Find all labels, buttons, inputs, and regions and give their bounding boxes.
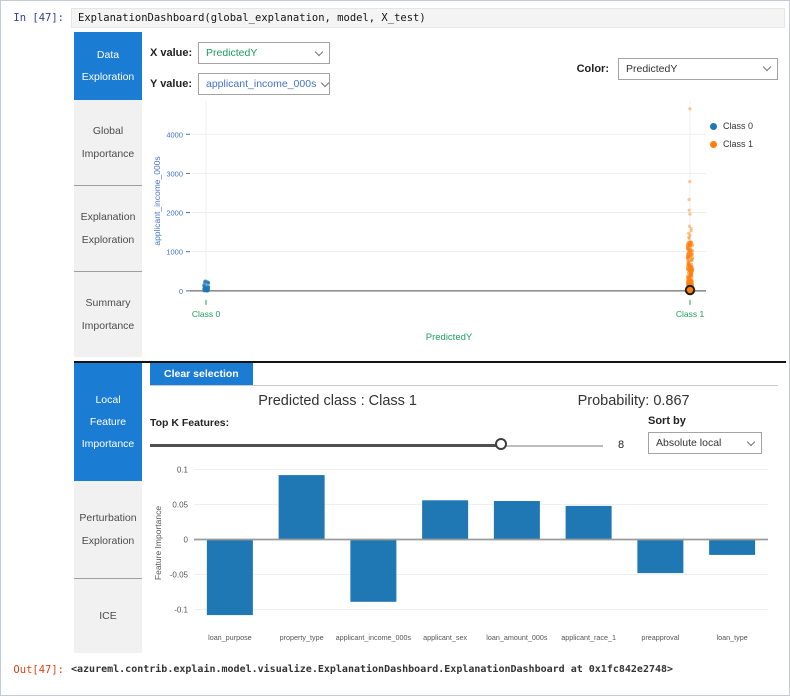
topk-label: Top K Features:	[150, 417, 230, 429]
selected-point[interactable]	[684, 284, 696, 296]
svg-text:0: 0	[184, 535, 189, 544]
slider-track-rest	[503, 444, 603, 447]
svg-text:-0.05: -0.05	[170, 570, 189, 579]
bar-loan-purpose	[206, 539, 253, 616]
topk-value: 8	[618, 439, 625, 451]
svg-text:loan_purpose: loan_purpose	[208, 633, 252, 642]
legend-label: Class 0	[723, 121, 754, 131]
scatter-x-axis-label: PredictedY	[426, 332, 473, 343]
svg-text:loan_amount_000s: loan_amount_000s	[486, 633, 548, 642]
code-input[interactable]: ExplanationDashboard(global_explanation,…	[71, 8, 785, 28]
svg-text:2000: 2000	[166, 209, 183, 218]
sortby-control: Sort by Absolute local	[648, 415, 778, 454]
input-prompt: In [47]:	[13, 12, 64, 24]
predicted-class-text: Predicted class : Class 1	[258, 393, 417, 409]
color-dropdown[interactable]: PredictedY	[618, 57, 778, 80]
x-value-selected: PredictedY	[206, 47, 258, 59]
output-text: <azureml.contrib.explain.model.visualize…	[71, 664, 674, 675]
tab-data-exploration[interactable]: Data Exploration	[74, 32, 142, 100]
code-text: ExplanationDashboard(global_explanation,…	[78, 12, 426, 24]
sortby-selected: Absolute local	[656, 437, 722, 449]
tab-local-feature-importance[interactable]: Local Feature Importance	[74, 363, 142, 482]
selection-tabbar: Clear selection	[150, 363, 778, 386]
lower-content: Clear selection Predicted class : Class …	[142, 363, 786, 653]
legend-item-class-1[interactable]: Class 1	[710, 139, 776, 149]
svg-text:property_type: property_type	[280, 633, 324, 642]
explanation-dashboard: Data Exploration Global Importance Explana…	[74, 32, 786, 653]
bar-preapproval	[637, 539, 684, 574]
svg-text:0.1: 0.1	[177, 465, 189, 474]
scatter-legend: Class 0 Class 1	[710, 97, 776, 357]
chevron-down-icon	[762, 62, 772, 72]
output-prompt: Out[47]:	[13, 664, 64, 676]
input-cell: In [47]: ExplanationDashboard(global_exp…	[1, 1, 789, 32]
svg-text:0: 0	[179, 287, 183, 296]
svg-text:0.05: 0.05	[172, 500, 188, 509]
chevron-down-icon	[746, 437, 756, 446]
scatter-points[interactable]	[202, 107, 695, 293]
scatter-chart[interactable]: 0 1000 2000 3000 4000 applicant_income_000s Cl…	[150, 97, 710, 357]
y-value-dropdown[interactable]: applicant_income_000s	[198, 73, 330, 95]
svg-text:4000: 4000	[166, 130, 183, 139]
scatter-y-axis-label: applicant_income_000s	[152, 156, 162, 245]
tab-explanation-exploration[interactable]: Explanation Exploration	[74, 185, 142, 271]
feature-importance-chart[interactable]: 0.1 0.05 0 -0.05 -0.1 Feature Importance loan_…	[150, 458, 774, 648]
tab-summary-importance[interactable]: Summary Importance	[74, 271, 142, 357]
tab-ice[interactable]: ICE	[74, 577, 142, 653]
color-label: Color:	[576, 62, 609, 75]
x-value-dropdown[interactable]: PredictedY	[198, 42, 330, 64]
chevron-down-icon	[314, 47, 324, 56]
bar-applicant-sex	[422, 500, 469, 540]
upper-content: X value: PredictedY Y value: applicant_i…	[142, 32, 786, 357]
svg-text:Class 1: Class 1	[676, 309, 705, 319]
y-value-selected: applicant_income_000s	[206, 78, 317, 90]
bar-loan-amount-000s	[493, 501, 540, 540]
data-exploration-panel: Data Exploration Global Importance Explana…	[74, 32, 786, 357]
upper-sidebar: Data Exploration Global Importance Explana…	[74, 32, 142, 357]
tab-global-importance[interactable]: Global Importance	[81, 125, 135, 160]
legend-dot	[710, 140, 717, 148]
bar-y-axis-label: Feature Importance	[153, 506, 163, 580]
legend-dot	[710, 122, 717, 130]
bar-property-type	[278, 475, 325, 540]
prediction-header: Predicted class : Class 1 Probability: 0…	[150, 386, 778, 412]
topk-controls: Top K Features: 8 Sort by	[150, 415, 778, 454]
scatter-chart-row: 0 1000 2000 3000 4000 applicant_income_000s Cl…	[150, 97, 778, 357]
chevron-down-icon	[321, 78, 330, 87]
svg-text:preapproval: preapproval	[641, 633, 679, 642]
lower-sidebar: Local Feature Importance Perturbation Exp…	[74, 363, 142, 653]
local-importance-panel: Local Feature Importance Perturbation Exp…	[74, 361, 786, 653]
slider-handle[interactable]	[495, 438, 508, 450]
plot-controls: X value: PredictedY Y value: applicant_i…	[150, 32, 778, 95]
svg-text:applicant_sex: applicant_sex	[423, 633, 467, 642]
svg-text:1000: 1000	[166, 248, 183, 257]
color-selected: PredictedY	[626, 62, 678, 75]
svg-text:3000: 3000	[166, 169, 183, 178]
output-cell: Out[47]: <azureml.contrib.explain.model.…	[1, 653, 789, 680]
legend-item-class-0[interactable]: Class 0	[710, 121, 776, 131]
svg-text:loan_type: loan_type	[717, 633, 748, 642]
legend-label: Class 1	[723, 139, 754, 149]
svg-text:-0.1: -0.1	[174, 605, 188, 614]
probability-text: Probability: 0.867	[577, 393, 690, 409]
clear-selection-button[interactable]: Clear selection	[150, 363, 253, 385]
y-value-label: Y value:	[150, 78, 192, 90]
bar-loan-type	[709, 539, 756, 555]
tab-perturbation-exploration[interactable]: Perturbation Exploration	[79, 512, 137, 547]
slider-track-filled	[150, 444, 504, 447]
svg-text:applicant_income_000s: applicant_income_000s	[336, 633, 412, 642]
sortby-label: Sort by	[648, 415, 686, 427]
importance-bars[interactable]	[206, 475, 756, 616]
topk-slider[interactable]	[150, 438, 603, 452]
sortby-dropdown[interactable]: Absolute local	[648, 432, 762, 454]
x-value-label: X value:	[150, 47, 193, 59]
svg-text:applicant_race_1: applicant_race_1	[561, 633, 616, 642]
svg-text:Class 0: Class 0	[192, 309, 221, 319]
bar-applicant-income-000s	[350, 539, 397, 602]
bar-applicant-race-1	[565, 505, 612, 540]
